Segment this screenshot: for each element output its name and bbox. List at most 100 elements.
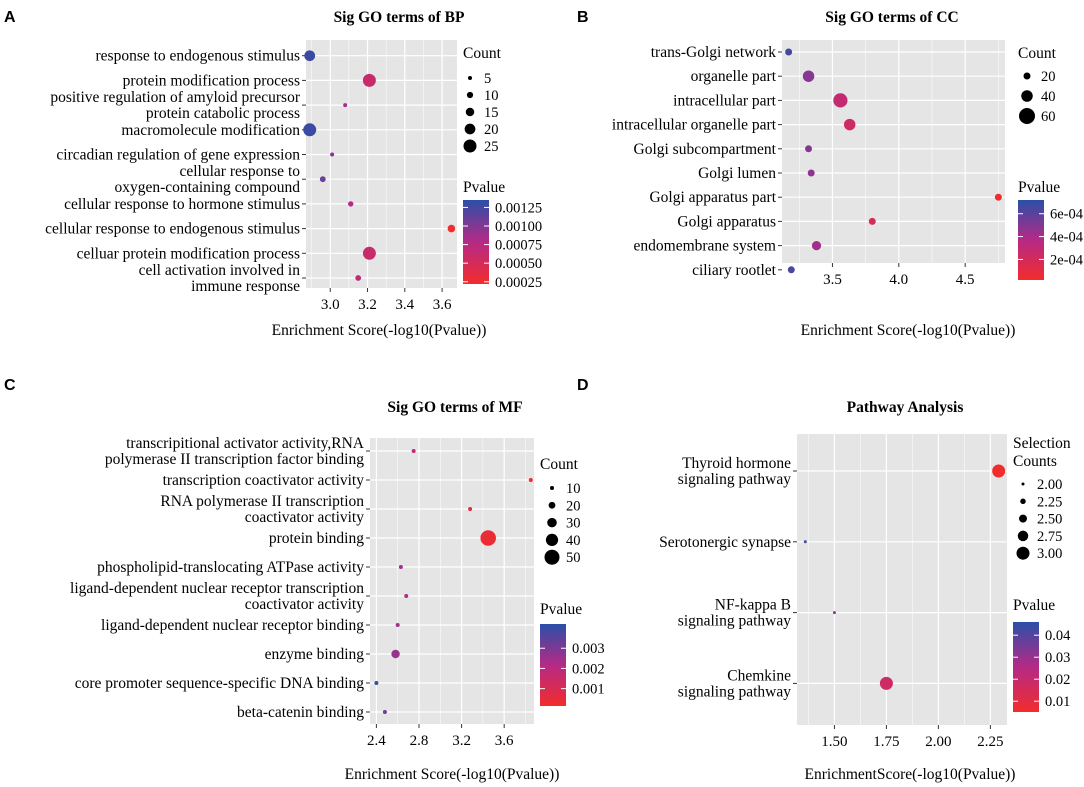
size-legend-key — [1016, 546, 1030, 560]
size-legend-key — [464, 123, 476, 135]
x-tick-label: 3.5 — [823, 272, 842, 288]
color-legend-label: 0.00075 — [495, 238, 542, 254]
y-category-label: cellular response to endogenous stimulus — [45, 221, 300, 238]
y-category-label: phospholipid-translocating ATPase activi… — [97, 559, 364, 576]
data-point — [374, 681, 379, 685]
data-point — [833, 93, 848, 108]
size-legend-label: 20 — [566, 498, 581, 514]
y-category-label: polymerase II transcription factor bindi… — [105, 451, 364, 468]
y-category-label: intracellular organelle part — [612, 117, 777, 134]
plot-background — [370, 438, 534, 724]
y-category-label: circadian regulation of gene expression — [56, 147, 300, 164]
panel-letter: C — [4, 377, 16, 394]
plot-background — [797, 434, 1007, 725]
x-tick-label: 3.2 — [452, 733, 471, 749]
size-legend-key — [545, 533, 559, 547]
color-legend-label: 0.00050 — [495, 256, 542, 272]
y-category-label: ligand-dependent nuclear receptor transc… — [70, 580, 364, 597]
x-tick-label: 3.4 — [395, 297, 414, 313]
data-point — [362, 246, 376, 260]
data-point — [787, 266, 795, 274]
color-legend-label: 6e-04 — [1050, 207, 1084, 223]
size-legend-label: 10 — [484, 88, 499, 104]
y-category-label: Golgi apparatus — [677, 213, 776, 230]
y-category-label: coactivator activity — [245, 596, 364, 613]
size-legend-label: 2.75 — [1037, 529, 1062, 545]
data-point — [411, 449, 416, 453]
y-category-label: Chemkine — [727, 667, 791, 684]
x-tick-label: 4.5 — [956, 272, 975, 288]
color-legend-label: 0.03 — [1045, 650, 1070, 666]
y-category-label: response to endogenous stimulus — [96, 48, 301, 65]
y-category-label: core promoter sequence-specific DNA bind… — [75, 675, 364, 692]
color-legend-title: Pvalue — [463, 179, 505, 196]
color-legend-title: Pvalue — [1013, 597, 1055, 614]
y-category-label: coactivator activity — [245, 509, 364, 526]
data-point — [395, 623, 400, 627]
color-legend-label: 0.002 — [572, 661, 605, 677]
x-tick-label: 3.6 — [433, 297, 452, 313]
data-point — [404, 594, 409, 598]
size-legend-label: 40 — [566, 533, 581, 549]
x-tick-label: 2.00 — [925, 734, 951, 750]
x-axis-label: Enrichment Score(-log10(Pvalue)) — [272, 322, 487, 339]
y-category-label: ciliary rootlet — [692, 262, 777, 279]
size-legend-label: 20 — [1041, 69, 1056, 85]
size-legend-label: 2.00 — [1037, 477, 1062, 493]
size-legend-label: 30 — [566, 516, 581, 532]
data-point — [303, 123, 317, 137]
y-category-label: Golgi subcompartment — [634, 141, 777, 158]
color-legend-label: 0.04 — [1045, 628, 1071, 644]
x-axis-label: Enrichment Score(-log10(Pvalue)) — [801, 322, 1016, 339]
x-axis-label: EnrichmentScore(-log10(Pvalue)) — [805, 766, 1016, 783]
color-legend-label: 0.003 — [572, 641, 605, 657]
y-category-label: transcription coactivator activity — [163, 472, 365, 489]
y-category-label: Serotonergic synapse — [659, 534, 791, 551]
data-point — [447, 224, 456, 233]
data-point — [992, 464, 1006, 478]
y-category-label: enzyme binding — [265, 646, 365, 663]
size-legend-key — [1023, 72, 1031, 80]
color-legend-title: Pvalue — [1018, 179, 1060, 196]
data-point — [805, 145, 813, 153]
color-legend-label: 0.02 — [1045, 672, 1070, 688]
color-legend-bar — [540, 624, 566, 706]
size-legend-key — [1021, 482, 1025, 486]
data-point — [832, 611, 836, 615]
y-category-label: Thyroid hormone — [682, 455, 791, 472]
y-category-label: RNA polymerase II transcription — [160, 493, 364, 510]
data-point — [528, 478, 533, 482]
size-legend-label: 15 — [484, 105, 499, 121]
x-tick-label: 4.0 — [889, 272, 908, 288]
data-point — [480, 530, 496, 546]
x-tick-label: 2.8 — [410, 733, 429, 749]
y-category-label: protein catabolic process — [146, 105, 300, 122]
data-point — [343, 103, 348, 108]
size-legend-key — [548, 501, 556, 509]
y-category-label: beta-catenin binding — [237, 704, 364, 721]
chart-title: Sig GO terms of CC — [825, 9, 958, 26]
y-category-label: immune response — [191, 278, 300, 295]
size-legend-label: 60 — [1041, 109, 1056, 125]
y-category-label: signaling pathway — [678, 471, 791, 488]
color-legend-label: 0.00100 — [495, 219, 542, 235]
data-point — [843, 118, 856, 131]
data-point — [785, 48, 793, 56]
color-legend-bar — [463, 200, 489, 284]
color-legend-title: Pvalue — [540, 601, 582, 618]
size-legend-title: Count — [1018, 45, 1057, 62]
size-legend-label: 20 — [484, 122, 499, 138]
size-legend-key — [1021, 90, 1033, 102]
data-point — [355, 275, 362, 281]
size-legend-label: 5 — [484, 71, 491, 87]
size-legend-title: Selection — [1013, 435, 1071, 452]
data-point — [879, 676, 893, 690]
y-category-label: ligand-dependent nuclear receptor bindin… — [101, 617, 364, 634]
panel-letter: A — [4, 9, 16, 26]
color-legend-label: 0.001 — [572, 682, 605, 698]
color-legend-label: 2e-04 — [1050, 252, 1084, 268]
color-legend-label: 4e-04 — [1050, 230, 1084, 246]
y-category-label: trans-Golgi network — [651, 44, 777, 61]
size-legend-label: 50 — [566, 550, 581, 566]
